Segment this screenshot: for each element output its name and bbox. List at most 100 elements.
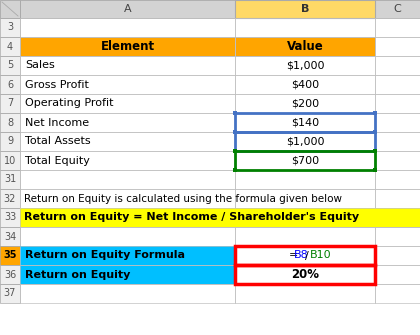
Bar — [0, 265, 20, 284]
Text: Total Assets: Total Assets — [25, 136, 91, 146]
Bar — [235, 265, 375, 284]
Bar — [375, 246, 420, 265]
Text: $1,000: $1,000 — [286, 136, 324, 146]
Bar — [20, 113, 235, 132]
Text: $200: $200 — [291, 98, 319, 109]
Bar — [235, 170, 375, 189]
Text: /: / — [305, 251, 309, 261]
Bar — [20, 56, 235, 75]
Bar — [375, 132, 420, 151]
Text: 31: 31 — [4, 175, 16, 185]
Text: C: C — [394, 4, 402, 14]
Bar — [0, 56, 20, 75]
Bar — [235, 170, 375, 189]
Bar — [0, 151, 20, 170]
Text: Sales: Sales — [25, 61, 55, 70]
Bar — [235, 113, 375, 132]
Bar — [235, 37, 375, 56]
Bar — [20, 189, 235, 208]
Text: $700: $700 — [291, 155, 319, 165]
Bar — [375, 75, 420, 94]
Bar — [0, 284, 20, 303]
Bar — [235, 37, 375, 56]
Bar — [235, 284, 375, 303]
Text: A: A — [123, 4, 131, 14]
Bar — [20, 265, 235, 284]
Bar — [375, 189, 420, 208]
Bar — [375, 94, 420, 113]
Bar — [20, 208, 235, 227]
Text: Return on Equity Formula: Return on Equity Formula — [25, 251, 185, 261]
Bar — [0, 18, 20, 37]
Text: 35: 35 — [3, 251, 17, 261]
Bar — [20, 227, 235, 246]
Bar — [0, 170, 20, 189]
Bar — [375, 170, 420, 189]
Text: Gross Profit: Gross Profit — [25, 79, 89, 89]
Bar — [235, 94, 375, 113]
Text: 7: 7 — [7, 98, 13, 109]
Bar — [235, 0, 375, 18]
Text: 3: 3 — [7, 22, 13, 32]
Bar — [0, 208, 20, 227]
Bar — [373, 130, 377, 134]
Bar — [375, 284, 420, 303]
Bar — [20, 208, 235, 227]
Bar — [0, 227, 20, 246]
Bar — [0, 113, 20, 132]
Bar — [375, 56, 420, 75]
Bar — [235, 132, 375, 151]
Bar — [375, 113, 420, 132]
Bar — [235, 113, 375, 132]
Bar — [235, 246, 375, 265]
Bar — [0, 151, 20, 170]
Text: 32: 32 — [4, 194, 16, 203]
Bar — [375, 75, 420, 94]
Bar — [20, 37, 235, 56]
Bar — [20, 151, 235, 170]
Bar — [235, 0, 375, 18]
Bar — [0, 113, 20, 132]
Bar — [20, 151, 235, 170]
Bar — [235, 246, 375, 265]
Bar — [235, 37, 375, 56]
Bar — [375, 18, 420, 37]
Bar — [375, 0, 420, 18]
Bar — [235, 75, 375, 94]
Text: $1,000: $1,000 — [286, 61, 324, 70]
Text: 9: 9 — [7, 136, 13, 146]
Bar — [20, 0, 235, 18]
Bar — [233, 130, 237, 134]
Text: 36: 36 — [4, 269, 16, 279]
Bar — [375, 56, 420, 75]
Bar — [0, 94, 20, 113]
Text: 8: 8 — [7, 118, 13, 128]
Bar — [375, 113, 420, 132]
Bar — [235, 75, 375, 94]
Bar — [235, 94, 375, 113]
Bar — [235, 151, 375, 170]
Bar — [235, 18, 375, 37]
Bar — [375, 37, 420, 56]
Bar — [0, 75, 20, 94]
Bar — [235, 56, 375, 75]
Bar — [20, 265, 235, 284]
Bar — [20, 284, 235, 303]
Bar — [0, 246, 20, 265]
Bar — [20, 75, 235, 94]
Bar — [20, 208, 420, 227]
Bar — [20, 56, 235, 75]
Bar — [375, 151, 420, 170]
Bar — [375, 18, 420, 37]
Bar — [0, 0, 20, 18]
Text: B10: B10 — [310, 251, 332, 261]
Text: 33: 33 — [4, 212, 16, 222]
Bar — [235, 189, 375, 208]
Bar — [375, 265, 420, 284]
Text: 10: 10 — [4, 155, 16, 165]
Bar — [375, 0, 420, 18]
Bar — [0, 94, 20, 113]
Bar — [235, 132, 375, 151]
Text: Return on Equity is calculated using the formula given below: Return on Equity is calculated using the… — [24, 194, 342, 203]
Bar — [0, 265, 20, 284]
